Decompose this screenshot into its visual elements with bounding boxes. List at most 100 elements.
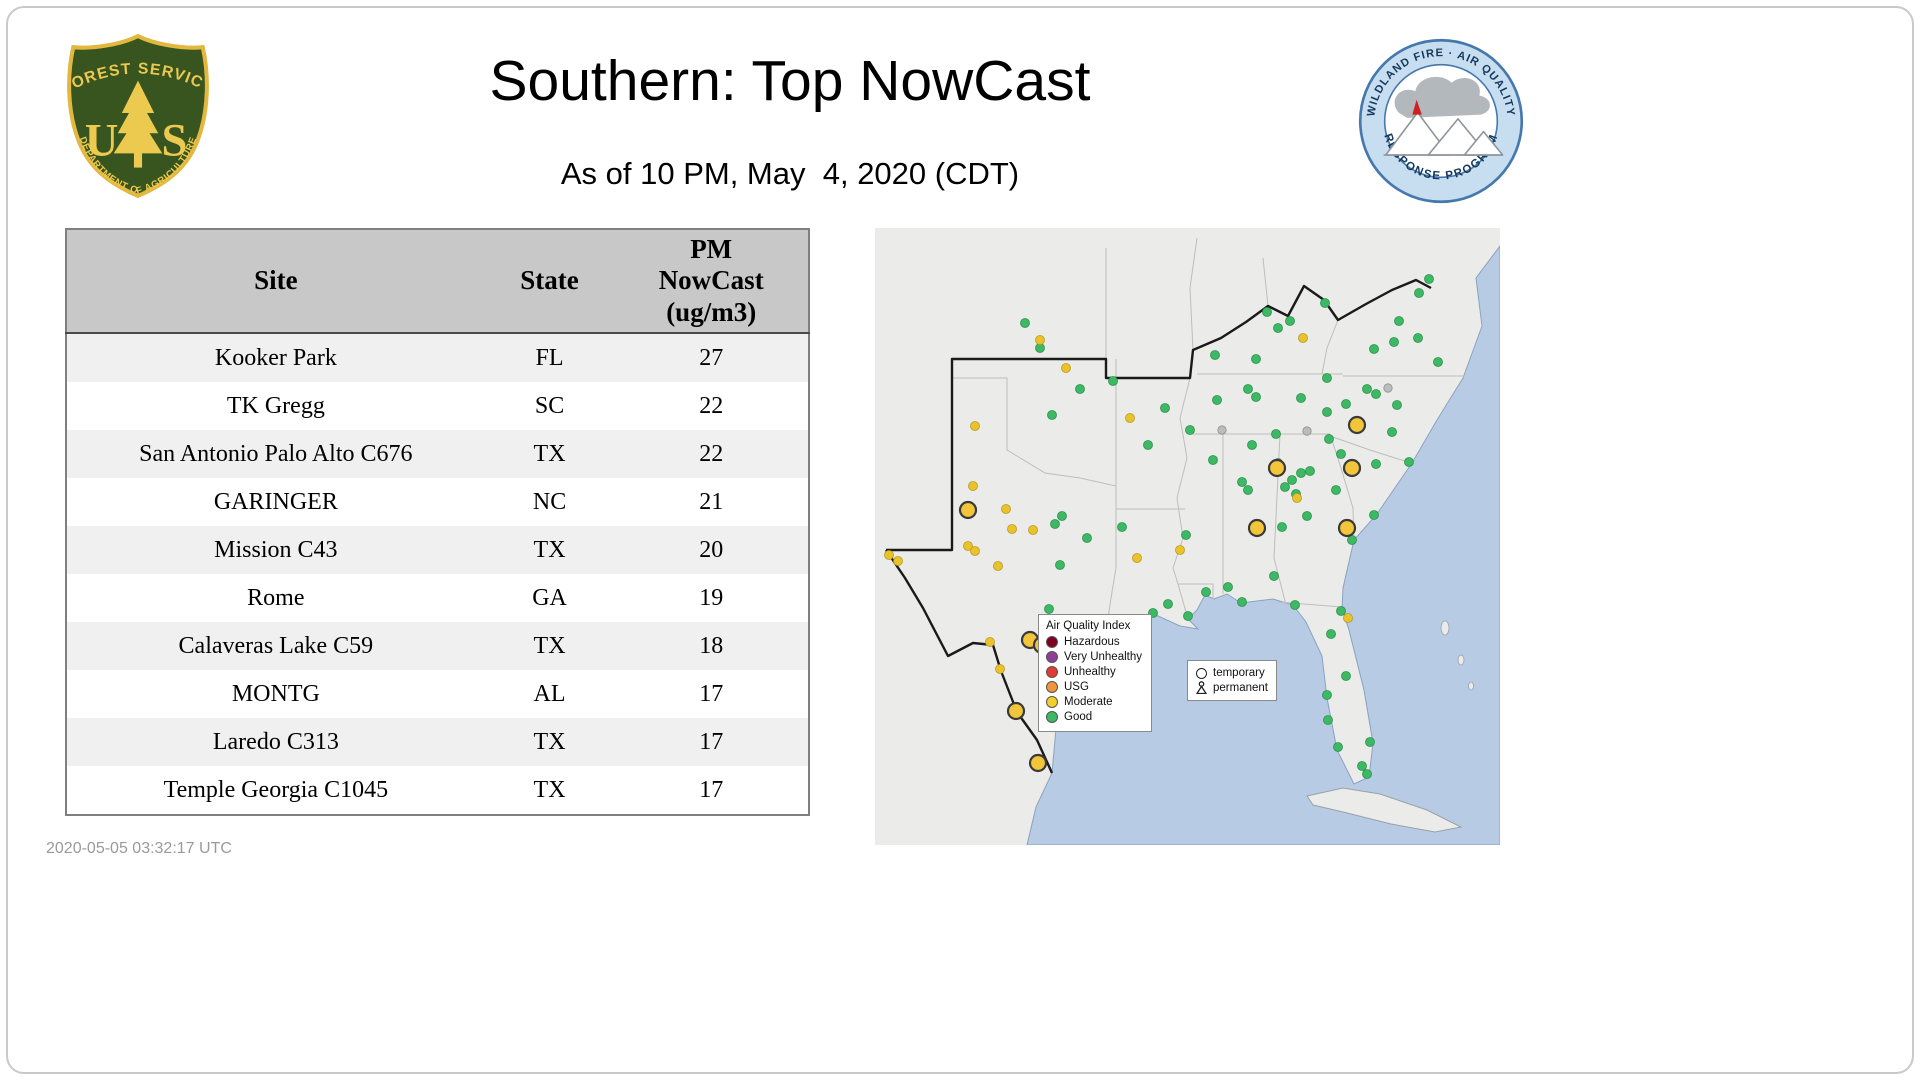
monitor-dot-good: [1251, 354, 1261, 364]
monitor-dot-good: [1185, 425, 1195, 435]
monitor-dot-moderate: [884, 550, 894, 560]
monitor-dot-good: [1201, 587, 1211, 597]
monitor-dot-temporary-moderate: [1342, 458, 1362, 478]
wfaqrp-circle-icon: WILDLAND FIRE · AIR QUALITY RESPONSE PRO…: [1358, 38, 1524, 204]
monitor-dot-good: [1323, 715, 1333, 725]
monitor-dot-good: [1181, 530, 1191, 540]
value-cell: 21: [699, 488, 724, 515]
monitor-dot-moderate: [970, 421, 980, 431]
monitor-dot-good: [1251, 392, 1261, 402]
monitor-dot-good: [1108, 376, 1118, 386]
site-cell: Rome: [247, 584, 305, 611]
legend-row: Very Unhealthy: [1046, 651, 1144, 663]
value-cell: 20: [699, 536, 724, 563]
monitor-dot-good: [1326, 629, 1336, 639]
monitor-dot-good: [1341, 671, 1351, 681]
legend-dot: [1046, 636, 1058, 648]
permanent-marker-icon: [1196, 681, 1207, 694]
state-cell: AL: [533, 680, 566, 707]
monitor-dot-moderate: [995, 664, 1005, 674]
monitor-dot-good: [1296, 468, 1306, 478]
monitor-dot-good: [1269, 571, 1279, 581]
permanent-label: permanent: [1213, 681, 1268, 694]
monitor-dot-good: [1210, 350, 1220, 360]
monitor-dot-good: [1050, 519, 1060, 529]
monitor-dot-good: [1322, 373, 1332, 383]
legend-title: Air Quality Index: [1046, 620, 1131, 632]
monitor-dot-moderate: [1343, 613, 1353, 623]
monitor-dot-temporary-moderate: [1247, 518, 1267, 538]
region-border-north: [886, 278, 1432, 552]
monitor-dot-good: [1369, 344, 1379, 354]
table-row: MONTG AL 17: [66, 670, 809, 718]
monitor-dot-good: [1277, 522, 1287, 532]
monitor-dot-moderate: [893, 556, 903, 566]
monitor-dot-good: [1273, 323, 1283, 333]
monitor-dot-good: [1055, 560, 1065, 570]
mountains-icon: [1383, 111, 1504, 156]
monitor-dot-good: [1143, 440, 1153, 450]
monitor-dot-temporary-moderate: [1347, 415, 1367, 435]
site-cell: GARINGER: [213, 488, 338, 515]
temporary-marker-row: temporary: [1196, 667, 1268, 679]
legend-label: USG: [1064, 681, 1089, 693]
monitor-dot-good: [1394, 316, 1404, 326]
monitor-dot-moderate: [1035, 335, 1045, 345]
monitor-dot-moderate: [1061, 363, 1071, 373]
monitor-dot-moderate: [1007, 524, 1017, 534]
site-cell: MONTG: [231, 680, 320, 707]
monitor-dot-good: [1183, 611, 1193, 621]
table-row: Mission C43 TX 20: [66, 526, 809, 574]
column-header-state: State: [484, 229, 615, 334]
forest-service-shield-icon: FOREST SERVICE U S DEPARTMENT OF AGRICUL…: [51, 17, 209, 199]
monitor-dot-good: [1044, 604, 1054, 614]
monitor-dot-good: [1371, 389, 1381, 399]
monitor-dot-good: [1296, 393, 1306, 403]
monitor-dot-good: [1357, 761, 1367, 771]
table-header-row: Site State PM NowCast (ug/m3): [66, 229, 809, 334]
monitor-dot-moderate: [993, 561, 1003, 571]
legend-label: Hazardous: [1064, 636, 1120, 648]
monitor-dot-good: [1287, 475, 1297, 485]
monitor-dot-good: [1082, 533, 1092, 543]
monitor-dot-good: [1285, 316, 1295, 326]
monitor-dot-good: [1336, 449, 1346, 459]
state-cell: TX: [533, 440, 566, 467]
state-cell: SC: [534, 392, 565, 419]
legend-row: USG: [1046, 681, 1144, 693]
monitor-dot-temporary-moderate: [958, 500, 978, 520]
monitor-dot-good: [1336, 606, 1346, 616]
monitor-dot-good: [1047, 410, 1057, 420]
monitor-dot-moderate: [970, 546, 980, 556]
monitor-dot-good: [1163, 599, 1173, 609]
monitor-dot-good: [1362, 384, 1372, 394]
monitor-dot-good: [1160, 403, 1170, 413]
legend-dot: [1046, 651, 1058, 663]
monitor-dot-good: [1424, 274, 1434, 284]
monitor-dot-good: [1413, 333, 1423, 343]
monitor-dot-good: [1320, 298, 1330, 308]
value-cell: 17: [699, 728, 724, 755]
value-cell: 18: [699, 632, 724, 659]
state-cell: TX: [533, 776, 566, 803]
monitor-dot-good: [1223, 582, 1233, 592]
generation-timestamp: 2020-05-05 03:32:17 UTC: [46, 840, 232, 857]
state-cell: TX: [533, 536, 566, 563]
permanent-marker-row: permanent: [1196, 681, 1268, 694]
subtitle: As of 10 PM, May 4, 2020 (CDT): [560, 156, 1020, 191]
table-row: Calaveras Lake C59 TX 18: [66, 622, 809, 670]
legend-dot: [1046, 681, 1058, 693]
monitor-dot-moderate: [1132, 553, 1142, 563]
value-cell: 22: [699, 440, 724, 467]
monitor-dot-good: [1271, 429, 1281, 439]
cuba-island: [1306, 787, 1463, 833]
monitor-dot-good: [1117, 522, 1127, 532]
table-row: Laredo C313 TX 17: [66, 718, 809, 766]
monitor-dot-moderate: [1292, 493, 1302, 503]
value-cell: 17: [699, 680, 724, 707]
legend-dot: [1046, 711, 1058, 723]
monitor-dot-good: [1305, 466, 1315, 476]
state-cell: GA: [532, 584, 567, 611]
aqi-legend: Air Quality Index Hazardous Very Unhealth…: [1038, 614, 1152, 732]
monitor-dot-temporary-moderate: [1028, 753, 1048, 773]
